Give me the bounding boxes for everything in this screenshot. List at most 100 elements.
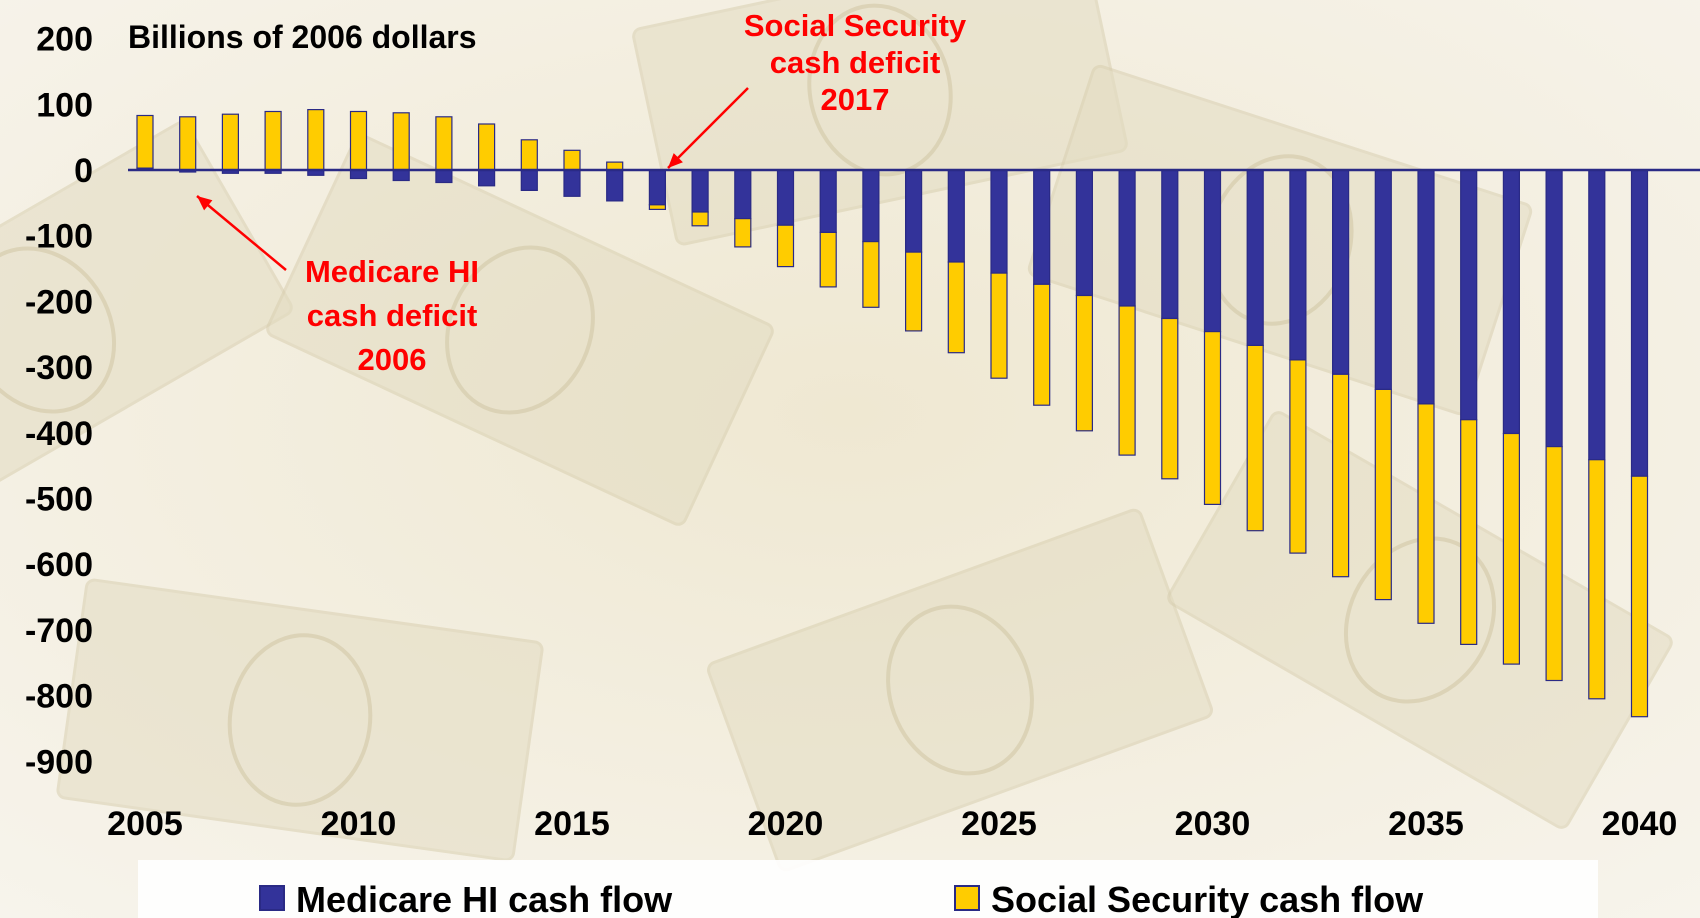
legend-swatch <box>259 885 285 911</box>
bar-social-security <box>648 204 667 211</box>
bar-social-security <box>990 272 1008 379</box>
bar-social-security <box>734 218 752 248</box>
bar-social-security <box>435 116 453 171</box>
bar-social-security <box>1545 446 1563 682</box>
y-tick-label: -200 <box>25 283 93 321</box>
y-tick-label: 0 <box>74 152 93 190</box>
bar-medicare-hi <box>648 169 667 206</box>
x-tick-label: 2035 <box>1388 805 1464 843</box>
y-tick-label: -600 <box>25 546 93 584</box>
bar-social-security <box>1417 403 1435 624</box>
banknote-shape <box>0 121 293 539</box>
bar-medicare-hi <box>563 169 581 197</box>
y-tick-label: -300 <box>25 349 93 387</box>
bar-social-security <box>1588 459 1606 700</box>
bar-social-security <box>1246 344 1264 532</box>
annotation-arrowhead <box>668 153 683 168</box>
y-tick-label: -100 <box>25 218 93 256</box>
bar-social-security <box>904 251 923 332</box>
legend: Medicare HI cash flow Social Security cas… <box>259 879 1424 918</box>
x-axis-ticks: 2005 2010 2015 2020 2025 2030 2035 2040 <box>107 805 1677 843</box>
bar-medicare-hi <box>349 169 368 180</box>
bar-medicare-hi <box>776 169 795 226</box>
bar-social-security <box>1630 475 1649 718</box>
bar-social-security <box>349 110 368 171</box>
bar-social-security <box>1289 359 1307 554</box>
annotation-text: Social Security <box>744 8 967 43</box>
y-unit-label: Billions of 2006 dollars <box>128 19 477 55</box>
bar-social-security <box>1118 305 1136 456</box>
bar-medicare-hi <box>1331 169 1350 375</box>
legend-label: Social Security cash flow <box>991 879 1424 918</box>
bar-social-security <box>1033 283 1051 406</box>
bar-social-security <box>862 241 880 308</box>
x-tick-label: 2015 <box>534 805 610 843</box>
x-tick-label: 2010 <box>321 805 397 843</box>
y-tick-label: -400 <box>25 415 93 453</box>
bar-medicare-hi <box>435 169 453 184</box>
x-tick-label: 2040 <box>1602 805 1678 843</box>
bar-medicare-hi <box>1075 169 1094 297</box>
bar-medicare-hi <box>904 169 923 253</box>
bar-social-security <box>691 211 709 227</box>
annotation-arrow <box>196 195 287 271</box>
annotation-arrowhead <box>197 196 213 211</box>
annotation-text: Medicare HI <box>305 254 479 289</box>
annotation-text: 2017 <box>821 82 890 117</box>
bar-social-security <box>563 149 581 171</box>
annotation-arrow <box>667 87 749 169</box>
bar-social-security <box>136 114 154 169</box>
bar-medicare-hi <box>606 169 624 202</box>
annotation: Medicare HI cash deficit 2006 <box>196 195 479 377</box>
bar-medicare-hi <box>1033 169 1051 285</box>
bar-social-security <box>221 113 239 171</box>
legend-background <box>138 860 1598 918</box>
bar-social-security <box>478 123 496 171</box>
bar-medicare-hi <box>1417 169 1435 405</box>
bar-medicare-hi <box>1289 169 1307 361</box>
bar-medicare-hi <box>819 169 837 234</box>
legend-label: Medicare HI cash flow <box>296 879 673 918</box>
bar-medicare-hi <box>1502 169 1521 435</box>
banknote-shape <box>266 134 774 526</box>
bar-medicare-hi <box>1374 169 1392 390</box>
legend-swatch <box>954 885 980 911</box>
banknote-shape <box>632 0 1128 246</box>
bar-social-security <box>1331 373 1350 578</box>
bar-social-security <box>1203 331 1222 506</box>
x-tick-label: 2025 <box>961 805 1037 843</box>
bar-medicare-hi <box>1545 169 1563 448</box>
bar-medicare-hi <box>990 169 1008 274</box>
y-axis-ticks: 200 100 0 -100 -200 -300 -400 -500 -600 -700 -800 -… <box>25 21 93 782</box>
bar-medicare-hi <box>1246 169 1264 346</box>
annotation-text: 2006 <box>358 342 427 377</box>
x-tick-label: 2030 <box>1175 805 1251 843</box>
bar-medicare-hi <box>478 169 496 187</box>
y-tick-label: -900 <box>25 743 93 781</box>
bar-social-security <box>1460 419 1478 646</box>
bar-social-security <box>1075 294 1094 432</box>
bars <box>136 108 1649 718</box>
bar-medicare-hi <box>1588 169 1606 461</box>
bar-medicare-hi <box>691 169 709 213</box>
bar-medicare-hi <box>862 169 880 243</box>
bar-social-security <box>392 112 410 171</box>
bar-social-security <box>776 224 795 268</box>
y-tick-label: -500 <box>25 481 93 519</box>
y-tick-label: -700 <box>25 612 93 650</box>
annotation-text: cash deficit <box>307 298 478 333</box>
bar-medicare-hi <box>734 169 752 220</box>
bar-social-security <box>1161 317 1179 480</box>
bar-social-security <box>520 139 538 171</box>
bar-medicare-hi <box>1203 169 1222 333</box>
bar-medicare-hi <box>1118 169 1136 307</box>
x-tick-label: 2005 <box>107 805 183 843</box>
banknote-shape <box>707 508 1213 872</box>
bar-medicare-hi <box>520 169 538 191</box>
annotation-text: cash deficit <box>770 45 941 80</box>
bar-medicare-hi <box>1161 169 1179 320</box>
bar-medicare-hi <box>392 169 410 182</box>
